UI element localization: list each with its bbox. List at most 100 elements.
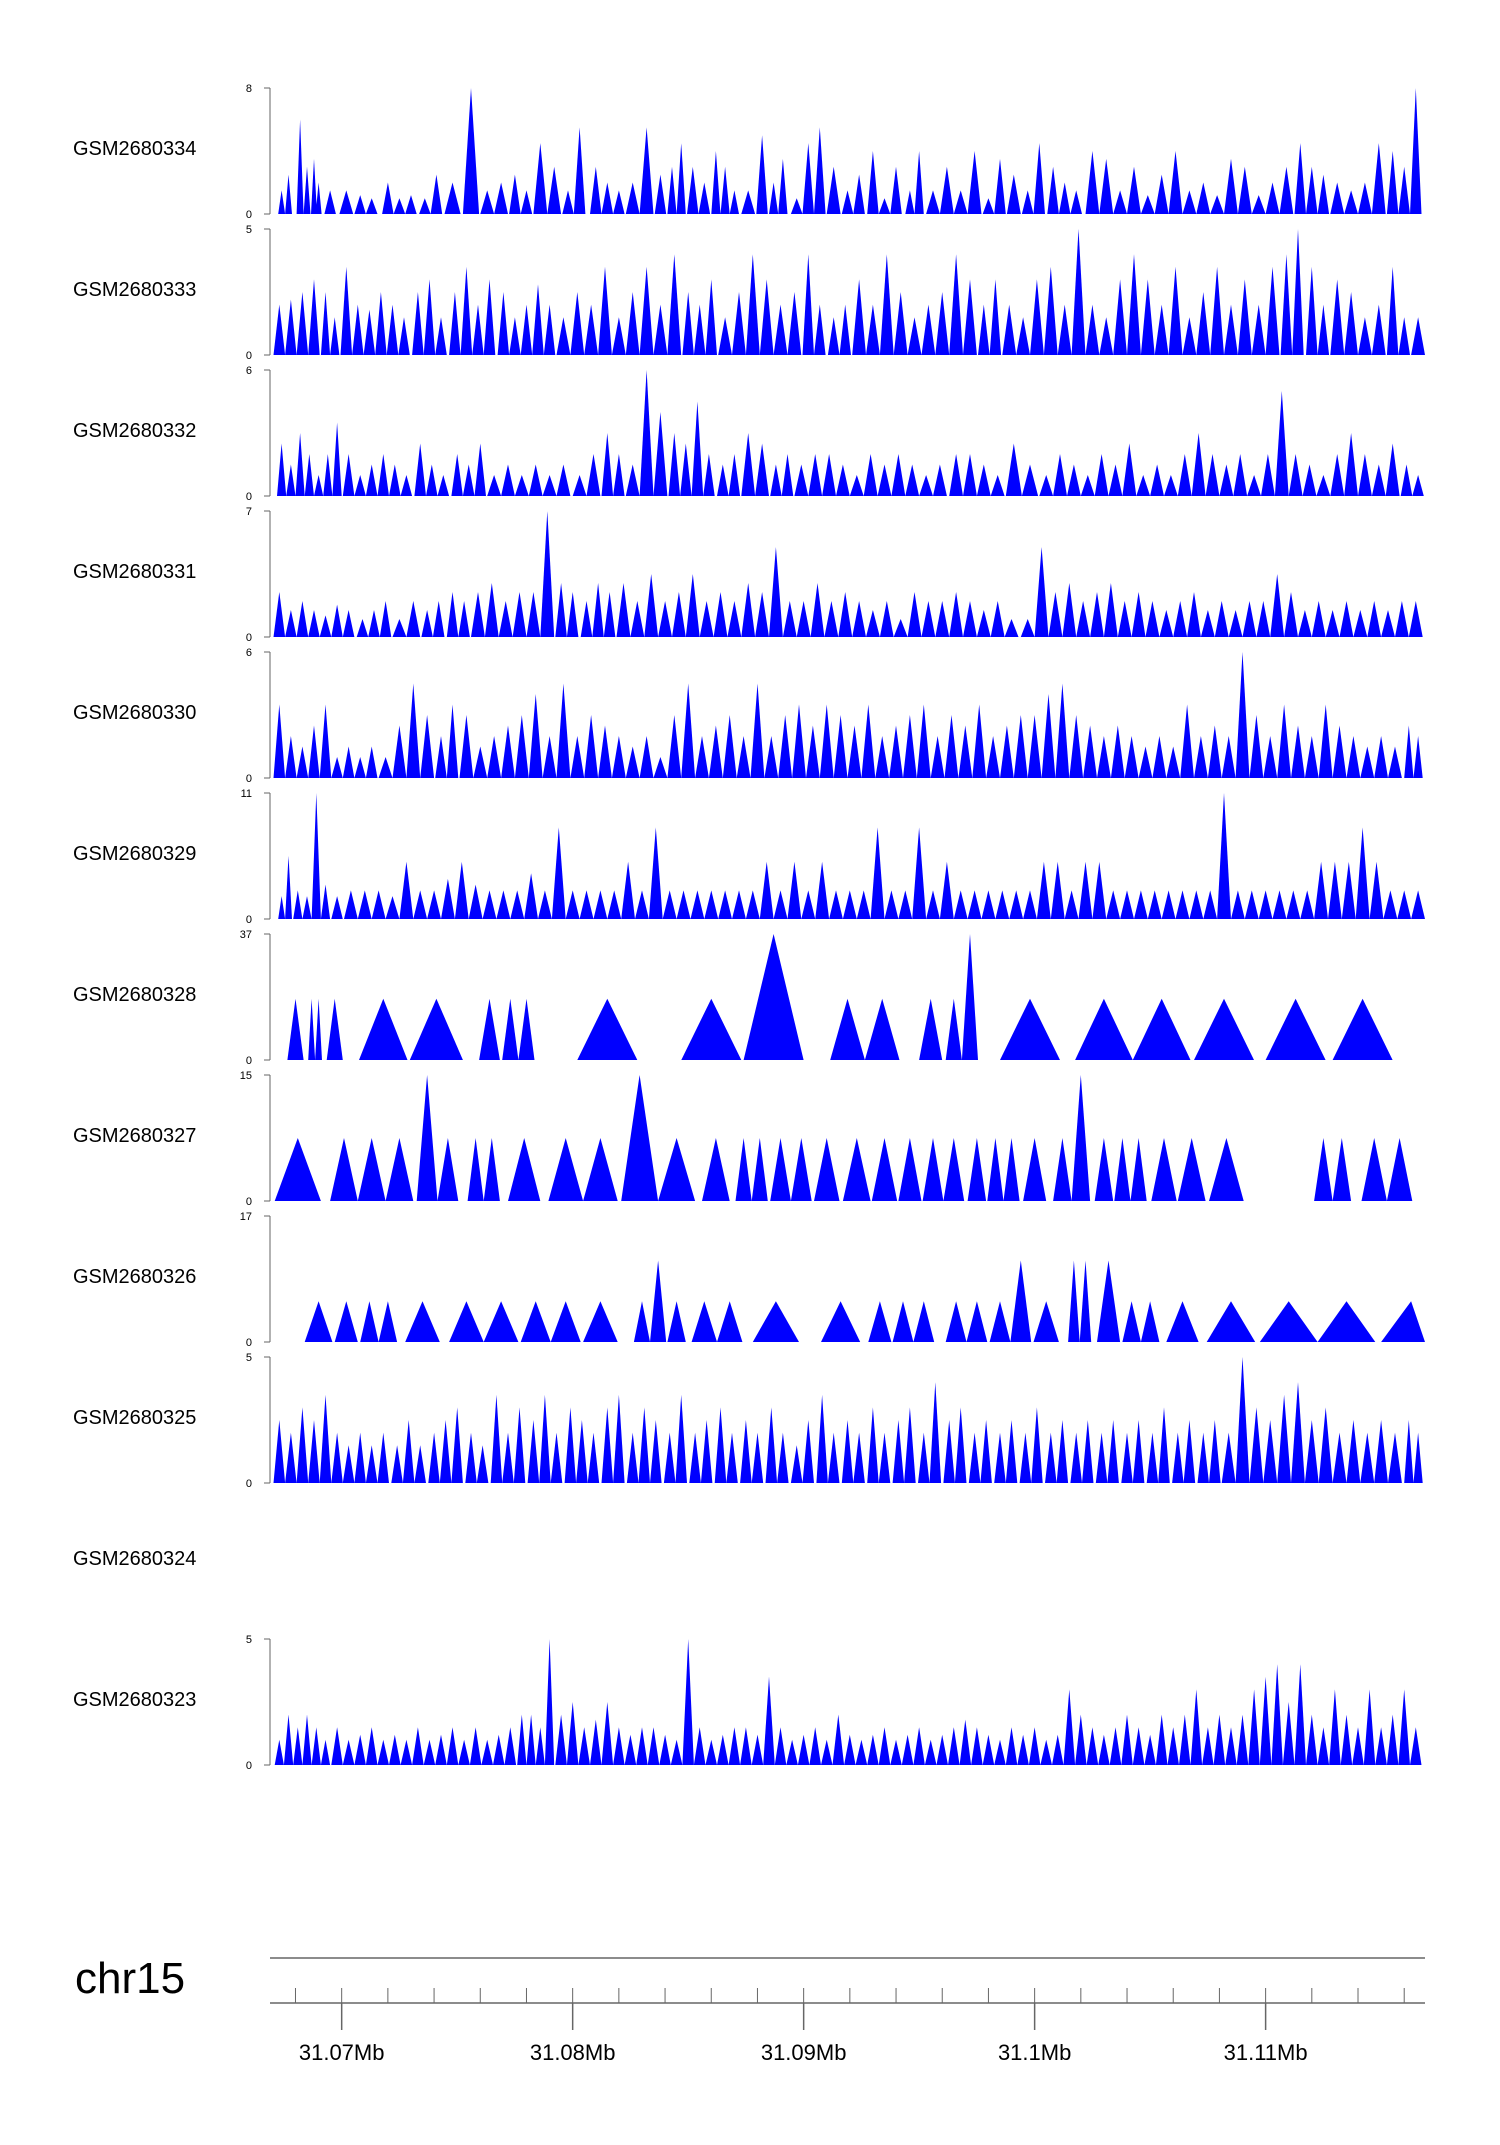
coverage-peak — [1004, 619, 1019, 637]
coverage-peak — [1098, 1734, 1110, 1765]
coverage-peak — [1355, 827, 1370, 919]
coverage-peak — [711, 151, 721, 214]
coverage-peak — [1224, 304, 1238, 355]
coverage-peak — [1330, 182, 1345, 214]
coverage-peak — [821, 1301, 861, 1342]
coverage-peak — [1388, 1432, 1402, 1483]
coverage-peak — [324, 190, 336, 214]
coverage-peak — [1371, 464, 1386, 496]
coverage-peak — [1000, 998, 1060, 1060]
coverage-peak — [1154, 174, 1169, 214]
coverage-peak — [283, 1714, 294, 1765]
coverage-peak — [420, 715, 435, 778]
coverage-peak — [764, 736, 779, 778]
coverage-peak — [1363, 1689, 1376, 1765]
coverage-peak — [621, 861, 635, 919]
coverage-peak — [1249, 1407, 1264, 1483]
coverage-peak — [990, 475, 1005, 496]
coverage-peak — [555, 583, 567, 637]
coverage-peak — [550, 1301, 581, 1342]
coverage-peak — [1019, 1432, 1032, 1483]
coverage-peak — [1132, 998, 1191, 1060]
coverage-peak — [1021, 190, 1034, 214]
coverage-peak — [323, 454, 333, 496]
coverage-peak — [1332, 1432, 1347, 1483]
coverage-peak — [1063, 1689, 1076, 1765]
coverage-peak — [352, 304, 364, 355]
coverage-peak — [1056, 1420, 1069, 1483]
y-tick-label: 15 — [240, 1070, 252, 1082]
coverage-peak — [935, 292, 950, 355]
coverage-peak — [402, 1420, 415, 1483]
coverage-peak — [1294, 143, 1306, 214]
coverage-peak — [1183, 1420, 1196, 1483]
coverage-peak — [501, 725, 515, 778]
coverage-peak — [658, 601, 672, 637]
coverage-peak — [961, 934, 978, 1060]
coverage-peak — [1265, 182, 1280, 214]
track-GSM2680324: GSM2680324 — [73, 1548, 196, 1570]
coverage-peak — [809, 1727, 821, 1765]
coverage-peak — [924, 1739, 937, 1765]
coverage-peak — [1134, 890, 1148, 919]
coverage-peak — [308, 998, 316, 1060]
coverage-peak — [392, 619, 407, 637]
track-GSM2680325: GSM2680325 0 5 — [73, 1352, 1423, 1490]
coverage-peak — [315, 998, 322, 1060]
coverage-peak — [878, 198, 891, 214]
coverage-peak — [1263, 1420, 1278, 1483]
coverage-peak — [682, 292, 694, 355]
coverage-peak — [479, 998, 500, 1060]
coverage-peak — [601, 182, 614, 214]
coverage-peak — [1140, 1301, 1160, 1342]
coverage-peak — [1052, 1734, 1064, 1765]
coverage-peak — [1360, 746, 1375, 778]
coverage-peak — [1085, 304, 1100, 355]
coverage-peak — [1000, 725, 1014, 778]
coverage-peak — [1064, 890, 1079, 919]
coverage-peak — [510, 890, 525, 919]
coverage-peak — [584, 304, 599, 355]
coverage-peak — [1259, 1676, 1272, 1765]
axis-tick-label: 31.11Mb — [1224, 2040, 1308, 2065]
coverage-peak — [708, 725, 723, 778]
coverage-peak — [1083, 725, 1097, 778]
y-tick-label: 7 — [246, 506, 252, 518]
coverage-peak — [1005, 443, 1022, 496]
coverage-peak — [912, 827, 927, 919]
coverage-peak — [726, 1432, 738, 1483]
coverage-peak — [1196, 182, 1211, 214]
coverage-peak — [735, 1138, 752, 1201]
coverage-peak — [982, 198, 995, 214]
coverage-peak — [1209, 1420, 1221, 1483]
coverage-peak — [890, 1739, 902, 1765]
coverage-peak — [863, 454, 878, 496]
axis-tick-label: 31.09Mb — [761, 2040, 847, 2065]
coverage-peak — [315, 182, 322, 214]
coverage-peak — [1344, 190, 1358, 214]
coverage-peak — [976, 610, 991, 637]
coverage-peak — [1247, 475, 1261, 496]
coverage-peak — [635, 890, 649, 919]
coverage-peak — [994, 1739, 1006, 1765]
coverage-peak — [1265, 266, 1280, 355]
coverage-peak — [340, 266, 353, 355]
coverage-peak — [717, 1734, 729, 1765]
coverage-peak — [1009, 890, 1024, 919]
coverage-peak — [1286, 890, 1301, 919]
coverage-peak — [1306, 1714, 1318, 1765]
coverage-peak — [926, 890, 940, 919]
coverage-peak — [1043, 266, 1058, 355]
coverage-peak — [968, 1432, 981, 1483]
coverage-peak — [1034, 547, 1049, 637]
coverage-peak — [520, 1301, 551, 1342]
coverage-peak — [750, 683, 765, 778]
coverage-peak — [1291, 725, 1305, 778]
coverage-peak — [1332, 998, 1393, 1060]
coverage-peak — [1177, 1138, 1206, 1201]
coverage-peak — [891, 454, 906, 496]
track-label: GSM2680334 — [73, 138, 196, 160]
coverage-peak — [342, 610, 355, 637]
y-tick-label: 0 — [246, 1478, 252, 1490]
coverage-peak — [822, 454, 836, 496]
